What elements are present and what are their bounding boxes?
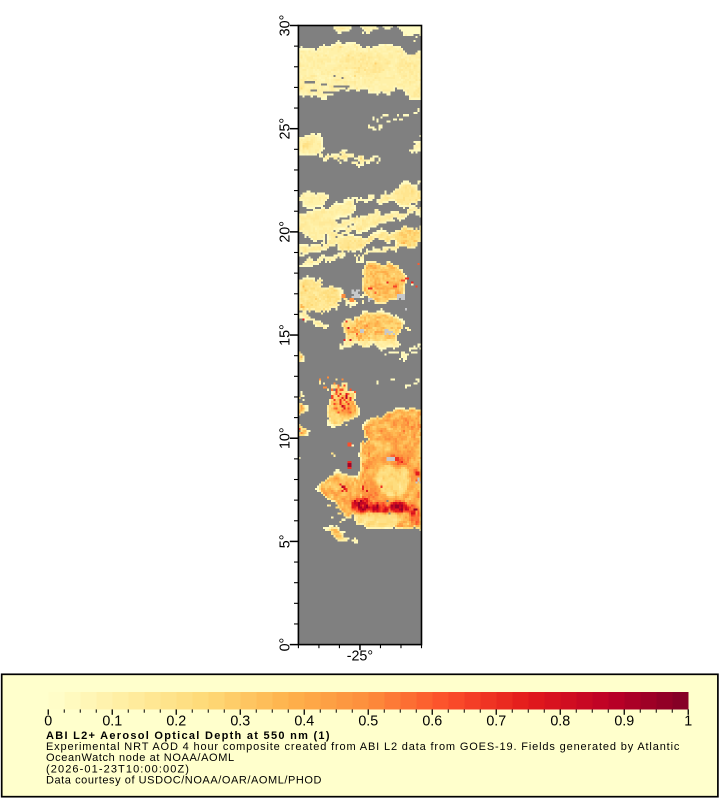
svg-text:5°: 5°: [277, 535, 293, 549]
svg-text:Experimental NRT AOD 4 hour co: Experimental NRT AOD 4 hour composite cr…: [46, 741, 680, 753]
svg-text:10°: 10°: [277, 427, 293, 449]
svg-text:0.4: 0.4: [294, 714, 314, 730]
svg-text:0.8: 0.8: [550, 714, 570, 730]
svg-text:30°: 30°: [277, 15, 293, 37]
svg-text:0.2: 0.2: [166, 714, 186, 730]
svg-text:0.6: 0.6: [422, 714, 442, 730]
svg-text:0°: 0°: [277, 638, 293, 652]
svg-text:0: 0: [44, 714, 52, 730]
svg-text:Data courtesy of USDOC/NOAA/OA: Data courtesy of USDOC/NOAA/OAR/AOML/PHO…: [46, 775, 322, 787]
svg-text:25°: 25°: [277, 118, 293, 140]
svg-text:0.9: 0.9: [614, 714, 634, 730]
svg-text:20°: 20°: [277, 221, 293, 243]
svg-text:1: 1: [684, 714, 692, 730]
svg-text:0.3: 0.3: [230, 714, 250, 730]
svg-text:(2026-01-23T10:00:00Z): (2026-01-23T10:00:00Z): [46, 763, 190, 775]
svg-text:15°: 15°: [277, 324, 293, 346]
svg-text:0.1: 0.1: [102, 714, 122, 730]
svg-text:0.7: 0.7: [486, 714, 506, 730]
svg-text:ABI L2+ Aerosol Optical Depth: ABI L2+ Aerosol Optical Depth at 550 nm …: [46, 730, 331, 742]
svg-text:-25°: -25°: [347, 648, 373, 664]
svg-text:0.5: 0.5: [358, 714, 378, 730]
svg-text:OceanWatch node at NOAA/AOML: OceanWatch node at NOAA/AOML: [46, 752, 235, 764]
